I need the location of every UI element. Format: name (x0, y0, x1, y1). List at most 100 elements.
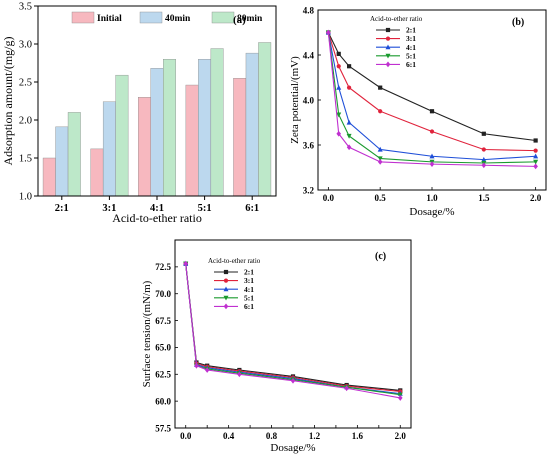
panel-a-bar-40min-2:1 (55, 126, 69, 197)
panel-c-point-6:1 (344, 385, 349, 392)
panel-c-legend-marker-2:1 (223, 269, 229, 275)
panel-c-legend-marker-4:1 (223, 286, 229, 292)
panel-b-point-5:1 (346, 133, 352, 139)
panel-b-legend-marker-3:1 (385, 36, 391, 41)
panel-b-point-6:1 (533, 163, 538, 170)
panel-c-ytick-label: 57.5 (155, 423, 171, 433)
panel-c-legend-label: 2:1 (244, 268, 254, 277)
panel-c-axes: 57.5 60.0 62.5 65.0 67.5 70.0 72.5 0.0 0.4 0.8 1.2… (155, 262, 406, 441)
panel-b-legend: Acid-to-ether ratio 2:13:14:15:16:1 (370, 15, 423, 69)
panel-c-ytick-label: 70.0 (155, 289, 171, 299)
panel-a-xtick-label: 4:1 (150, 203, 164, 214)
panel-b-point-5:1 (336, 112, 342, 118)
panel-a-ytick-label: 1.5 (19, 154, 32, 165)
panel-b-line-6:1 (327, 32, 536, 167)
panel-c-legend-marker-3:1 (223, 278, 229, 283)
panel-a-legend-label: 80min (237, 14, 263, 24)
panel-a-bar-80min-6:1 (258, 42, 272, 197)
panel-b-xtick-label: 0.5 (375, 193, 387, 203)
panel-b-point-3:1 (336, 64, 341, 69)
panel-a-bar-Initial-3:1 (90, 148, 104, 197)
panel-c-point-6:1 (194, 362, 199, 369)
panel-c-series (183, 260, 403, 401)
panel-b-point-5:1 (377, 156, 383, 162)
panel-a-bar-Initial-4:1 (138, 96, 151, 197)
panel-a-bar-40min-3:1 (102, 101, 116, 197)
panel-c-point-6:1 (183, 260, 189, 267)
panel-a-label: (a) (233, 14, 246, 26)
panel-c-point-6:1 (237, 371, 242, 378)
panel-b-point-2:1 (346, 64, 352, 69)
panel-c-ytick-label: 67.5 (155, 316, 171, 326)
panel-b-legend-label: 6:1 (406, 60, 416, 69)
panel-c-xtick-label: 0.8 (266, 431, 278, 441)
panel-c-xtick-label: 0.0 (180, 431, 192, 441)
panel-c-legend-label: 4:1 (244, 285, 254, 294)
panel-c-legend: Acid-to-ether ratio 2:13:14:15:16:1 (208, 257, 261, 311)
panel-b-legend-title: Acid-to-ether ratio (370, 15, 423, 23)
panel-b-point-3:1 (533, 148, 538, 153)
panel-c-xtick-label: 1.6 (352, 431, 364, 441)
panel-c-legend-title: Acid-to-ether ratio (208, 257, 261, 265)
panel-b-point-2:1 (336, 51, 341, 56)
panel-b-xtick-label: 1.0 (426, 193, 438, 203)
panel-b-point-6:1 (326, 29, 331, 36)
panel-b-xtick-label: 2.0 (530, 193, 542, 203)
panel-b-point-4:1 (336, 84, 342, 90)
panel-b-legend-marker-4:1 (385, 44, 391, 50)
panel-b-point-5:1 (533, 159, 539, 165)
panel-a-ytick-label: 1.0 (19, 192, 32, 203)
panel-b-ytick-label: 3.6 (303, 140, 315, 150)
panel-b-frame (317, 9, 547, 191)
panel-c-point-6:1 (204, 367, 210, 373)
panel-b-ytick-label: 4.8 (303, 5, 315, 15)
panel-c-legend-label: 3:1 (244, 276, 254, 285)
panel-a-ytick-label: 2.0 (19, 116, 32, 127)
panel-a-bars (42, 42, 272, 197)
panel-b-point-3:1 (378, 109, 383, 114)
panel-c-label: (c) (375, 251, 386, 262)
panel-a-bar-40min-4:1 (150, 68, 164, 197)
panel-a-xtick-label: 2:1 (55, 203, 69, 214)
panel-b-line-5:1 (327, 32, 536, 164)
panel-c-legend-marker-6:1 (223, 303, 229, 310)
panel-c-ytick-label: 72.5 (155, 262, 171, 272)
panel-a-xlabel: Acid-to-ether ratio (112, 211, 202, 225)
panel-b-point-6:1 (336, 130, 342, 137)
panel-c-ytick-label: 65.0 (155, 343, 171, 353)
panel-b: 3.2 3.6 4.0 4.4 4.8 0.0 0.5 1.0 1.5 2.0 Acid-to-e… (289, 5, 547, 218)
panel-a-ytick-label: 2.5 (19, 78, 32, 89)
panel-b-point-2:1 (533, 138, 538, 143)
panel-b-series (325, 29, 539, 170)
panel-a-legend-swatch-80min (211, 11, 235, 24)
panel-a-ytick-label: 3.5 (19, 2, 32, 13)
panel-a-legend-swatch-Initial (71, 11, 95, 24)
panel-b-point-4:1 (346, 119, 352, 125)
panel-b-legend-label: 3:1 (406, 34, 416, 43)
panel-c: 57.5 60.0 62.5 65.0 67.5 70.0 72.5 0.0 0.4 0.8 1.2… (141, 239, 412, 454)
panel-c-ytick-label: 62.5 (155, 370, 171, 380)
panel-a-xtick-label: 3:1 (102, 203, 116, 214)
panel-b-point-2:1 (481, 131, 486, 136)
panel-c-line-3:1 (185, 263, 401, 393)
panel-b-point-3:1 (346, 85, 352, 90)
panel-b-legend-label: 2:1 (406, 26, 416, 35)
panel-a-frame (37, 5, 277, 197)
panel-c-xlabel: Dosage/% (270, 442, 315, 454)
panel-c-xtick-label: 1.2 (309, 431, 321, 441)
panel-a-bar-40min-6:1 (245, 52, 259, 197)
panel-b-point-4:1 (377, 146, 383, 152)
panel-a-legend-label: Initial (97, 14, 122, 24)
panel-b-xlabel: Dosage/% (409, 206, 454, 218)
panel-a-bar-Initial-2:1 (42, 157, 56, 197)
panel-a-ytick-label: 3.0 (19, 40, 32, 51)
panel-b-legend-marker-5:1 (385, 53, 391, 59)
panel-c-line-4:1 (185, 263, 401, 395)
panel-c-point-6:1 (290, 377, 296, 384)
panel-c-xtick-label: 2.0 (395, 431, 407, 441)
panel-a-bar-80min-4:1 (163, 59, 176, 197)
panel-b-legend-label: 4:1 (406, 43, 416, 52)
panel-c-point-6:1 (397, 395, 403, 401)
panel-b-xtick-label: 1.5 (478, 193, 490, 203)
